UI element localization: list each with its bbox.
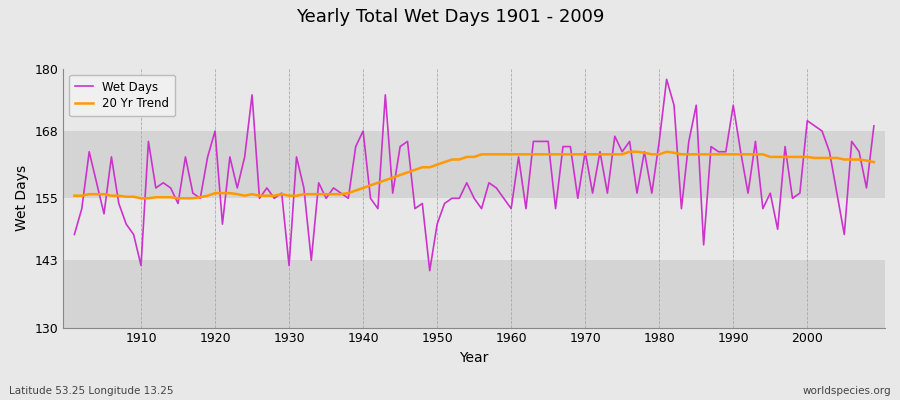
Wet Days [128, 232, 139, 237]
Wet Days [662, 77, 672, 82]
Wet Days [424, 268, 435, 273]
20 Yr Trend [128, 194, 139, 199]
20 Yr Trend [602, 152, 613, 157]
Wet Days [336, 191, 346, 196]
Bar [63, 260, 885, 328]
Line: 20 Yr Trend: 20 Yr Trend [75, 152, 874, 198]
Wet Days [868, 124, 879, 128]
Text: Yearly Total Wet Days 1901 - 2009: Yearly Total Wet Days 1901 - 2009 [296, 8, 604, 26]
Bar [63, 69, 885, 131]
20 Yr Trend [868, 160, 879, 164]
Text: Latitude 53.25 Longitude 13.25: Latitude 53.25 Longitude 13.25 [9, 386, 174, 396]
20 Yr Trend [506, 152, 517, 157]
Bar [63, 198, 885, 260]
20 Yr Trend [136, 196, 147, 201]
20 Yr Trend [69, 193, 80, 198]
Wet Days [69, 232, 80, 237]
Line: Wet Days: Wet Days [75, 79, 874, 271]
Text: worldspecies.org: worldspecies.org [803, 386, 891, 396]
Wet Days [506, 206, 517, 211]
Bar [63, 131, 885, 198]
Wet Days [291, 154, 302, 159]
20 Yr Trend [299, 192, 310, 196]
Legend: Wet Days, 20 Yr Trend: Wet Days, 20 Yr Trend [69, 75, 176, 116]
Wet Days [602, 191, 613, 196]
Wet Days [513, 154, 524, 159]
20 Yr Trend [513, 152, 524, 157]
20 Yr Trend [625, 149, 635, 154]
20 Yr Trend [343, 191, 354, 196]
Y-axis label: Wet Days: Wet Days [15, 165, 29, 231]
X-axis label: Year: Year [460, 351, 489, 365]
